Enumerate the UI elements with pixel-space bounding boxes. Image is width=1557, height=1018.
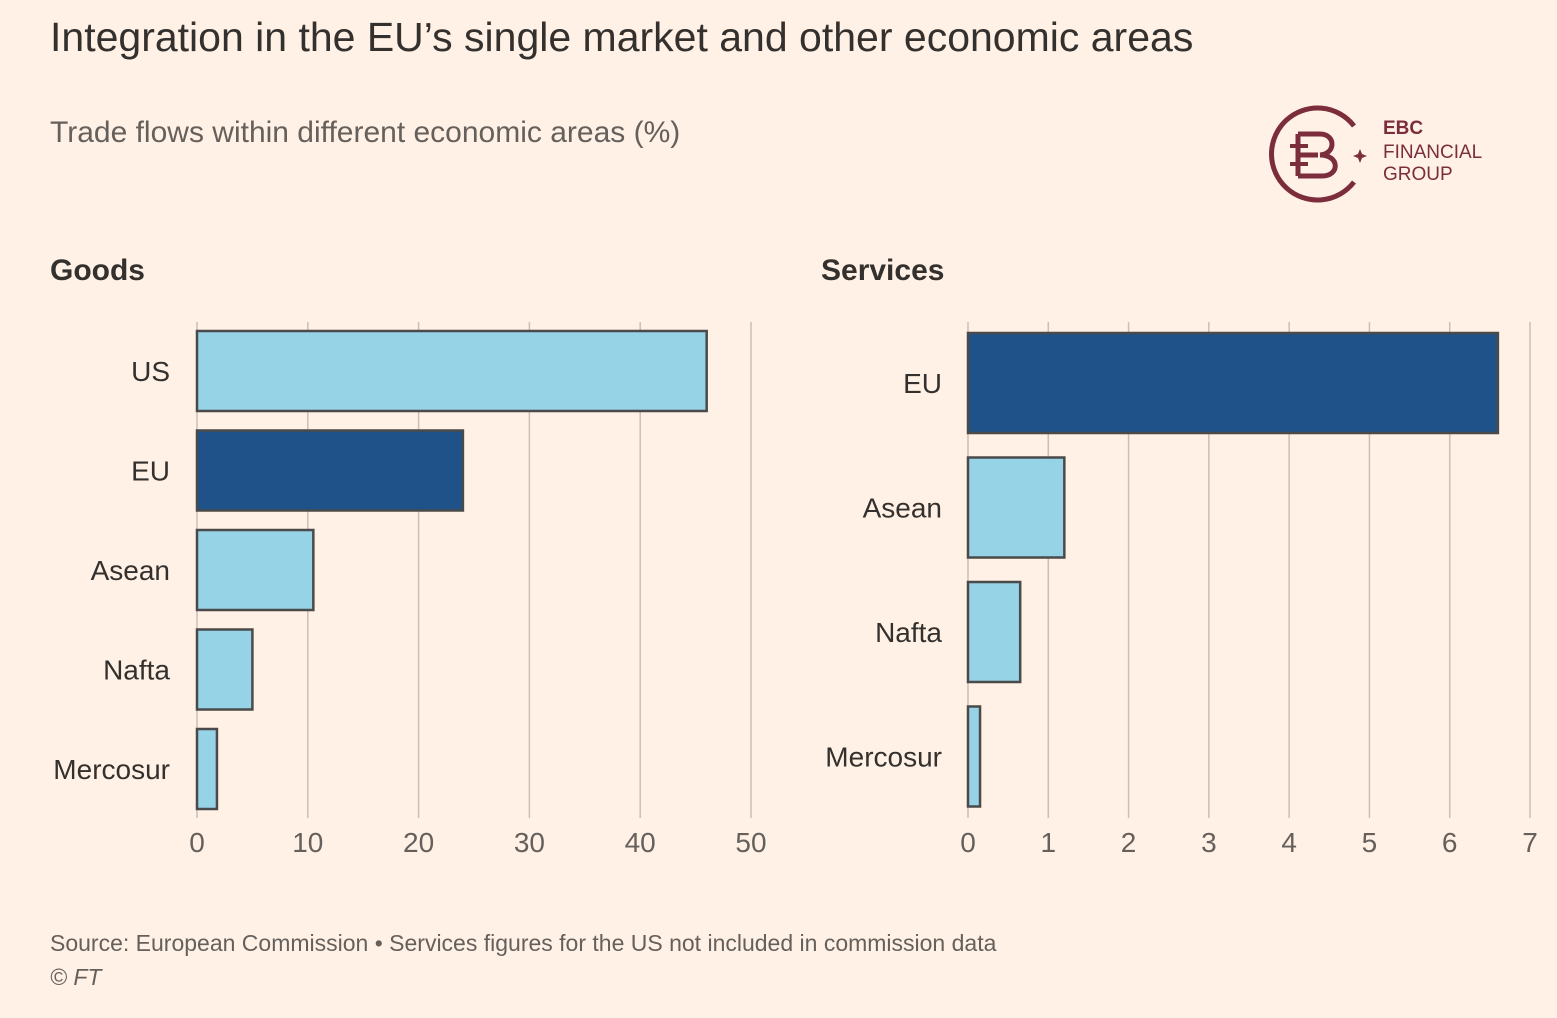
services-tick-label: 6 (1442, 827, 1458, 858)
goods-bar-nafta (195, 628, 254, 711)
footer-credit: © FT (50, 964, 102, 990)
goods-chart: 0 10 20 30 40 50 US EU Asean Nafta Mercosur (53, 322, 767, 858)
services-tick-label: 7 (1522, 827, 1538, 858)
goods-category-label: Nafta (103, 655, 170, 686)
ebc-logo-icon (1269, 105, 1367, 203)
services-bar-asean (966, 456, 1066, 559)
services-bar-eu (966, 331, 1500, 435)
services-category-label: Asean (863, 493, 942, 524)
services-tick-label: 1 (1040, 827, 1056, 858)
goods-bar-mercosur (195, 727, 219, 811)
goods-category-label: Mercosur (53, 754, 170, 785)
goods-tick-label: 0 (189, 827, 205, 858)
goods-bar-eu (195, 429, 465, 512)
goods-panel-title: Goods (50, 254, 145, 287)
logo-text-group: GROUP (1383, 164, 1453, 185)
goods-category-label: Asean (91, 555, 170, 586)
services-tick-label: 0 (960, 827, 976, 858)
services-category-label: Nafta (875, 617, 942, 648)
chart-subtitle: Trade flows within different economic ar… (50, 116, 681, 149)
services-category-label: Mercosur (825, 742, 942, 773)
services-chart: 0 1 2 3 4 5 6 7 EU Asean Nafta Mercosur (825, 322, 1538, 858)
goods-bar-asean (195, 528, 315, 612)
services-bar-mercosur (966, 705, 982, 808)
footer-source: Source: European Commission • Services f… (50, 930, 997, 956)
services-tick-label: 4 (1281, 827, 1297, 858)
goods-tick-label: 50 (735, 827, 766, 858)
chart-title: Integration in the EU’s single market an… (50, 14, 1194, 60)
services-tick-label: 3 (1201, 827, 1217, 858)
goods-category-label: EU (131, 456, 170, 487)
goods-tick-label: 40 (625, 827, 656, 858)
services-category-label: EU (903, 368, 942, 399)
goods-category-label: US (131, 356, 170, 387)
services-bar-nafta (966, 580, 1022, 684)
services-tick-label: 2 (1121, 827, 1137, 858)
services-panel-title: Services (821, 254, 945, 287)
services-tick-label: 5 (1362, 827, 1378, 858)
goods-tick-label: 30 (514, 827, 545, 858)
logo-text-financial: FINANCIAL (1383, 142, 1483, 163)
goods-bar-us (195, 329, 708, 413)
goods-tick-label: 20 (403, 827, 434, 858)
ebc-logo: EBC FINANCIAL GROUP (1268, 104, 1508, 204)
logo-text-ebc: EBC (1383, 118, 1424, 139)
goods-tick-label: 10 (292, 827, 323, 858)
